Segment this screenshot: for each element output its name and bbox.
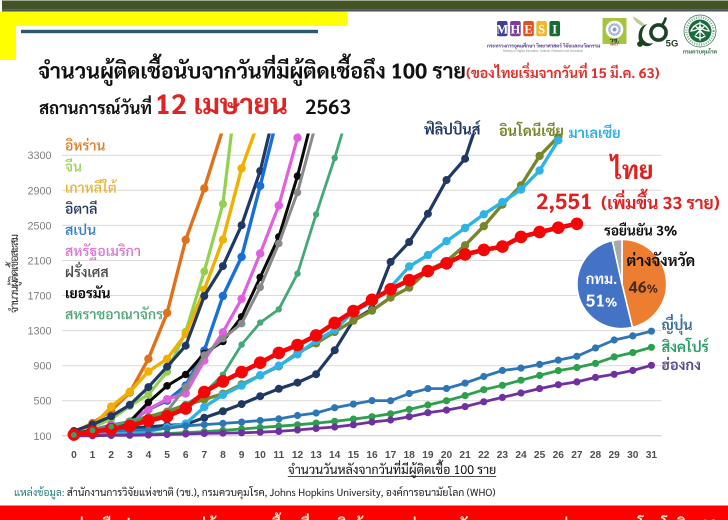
svg-text:16: 16 bbox=[366, 450, 378, 461]
svg-text:8: 8 bbox=[220, 450, 226, 461]
svg-text:NRCT: NRCT bbox=[610, 43, 618, 47]
svg-text:5: 5 bbox=[164, 450, 170, 461]
svg-text:Ministry of Higher Education,: Ministry of Higher Education, Science, R… bbox=[503, 49, 583, 53]
svg-text:27: 27 bbox=[571, 450, 583, 461]
svg-text:23: 23 bbox=[497, 450, 509, 461]
svg-text:30: 30 bbox=[627, 450, 639, 461]
svg-text:31: 31 bbox=[646, 450, 658, 461]
svg-text:7: 7 bbox=[201, 450, 207, 461]
svg-text:15: 15 bbox=[348, 450, 360, 461]
svg-text:5G: 5G bbox=[666, 39, 679, 50]
svg-text:19: 19 bbox=[422, 450, 434, 461]
svg-text:20: 20 bbox=[441, 450, 453, 461]
svg-text:E: E bbox=[524, 22, 532, 36]
svg-text:13: 13 bbox=[310, 450, 322, 461]
svg-text:3: 3 bbox=[127, 450, 133, 461]
svg-text:2100: 2100 bbox=[27, 256, 51, 268]
svg-text:1: 1 bbox=[90, 450, 96, 461]
svg-text:2500: 2500 bbox=[27, 220, 51, 232]
svg-text:2900: 2900 bbox=[27, 185, 51, 197]
svg-text:H: H bbox=[511, 22, 521, 36]
svg-text:10: 10 bbox=[255, 450, 267, 461]
svg-text:1700: 1700 bbox=[27, 291, 51, 303]
svg-text:900: 900 bbox=[33, 361, 51, 373]
svg-text:9: 9 bbox=[239, 450, 245, 461]
svg-text:6: 6 bbox=[183, 450, 189, 461]
svg-text:17: 17 bbox=[385, 450, 397, 461]
svg-text:4: 4 bbox=[146, 450, 152, 461]
svg-text:14: 14 bbox=[329, 450, 341, 461]
svg-text:2: 2 bbox=[108, 450, 114, 461]
svg-text:12: 12 bbox=[292, 450, 304, 461]
svg-text:M: M bbox=[496, 22, 508, 36]
svg-text:29: 29 bbox=[609, 450, 621, 461]
svg-text:3300: 3300 bbox=[27, 150, 51, 162]
svg-text:24: 24 bbox=[515, 450, 527, 461]
svg-text:21: 21 bbox=[459, 450, 471, 461]
svg-text:1300: 1300 bbox=[27, 326, 51, 338]
svg-text:18: 18 bbox=[404, 450, 416, 461]
svg-text:22: 22 bbox=[478, 450, 490, 461]
svg-text:500: 500 bbox=[33, 396, 51, 408]
svg-text:100: 100 bbox=[33, 431, 51, 443]
svg-text:25: 25 bbox=[534, 450, 546, 461]
svg-text:28: 28 bbox=[590, 450, 602, 461]
svg-text:S: S bbox=[538, 22, 545, 36]
svg-text:I: I bbox=[552, 22, 557, 36]
svg-text:0: 0 bbox=[71, 450, 77, 461]
svg-text:26: 26 bbox=[553, 450, 565, 461]
svg-text:11: 11 bbox=[273, 450, 284, 461]
